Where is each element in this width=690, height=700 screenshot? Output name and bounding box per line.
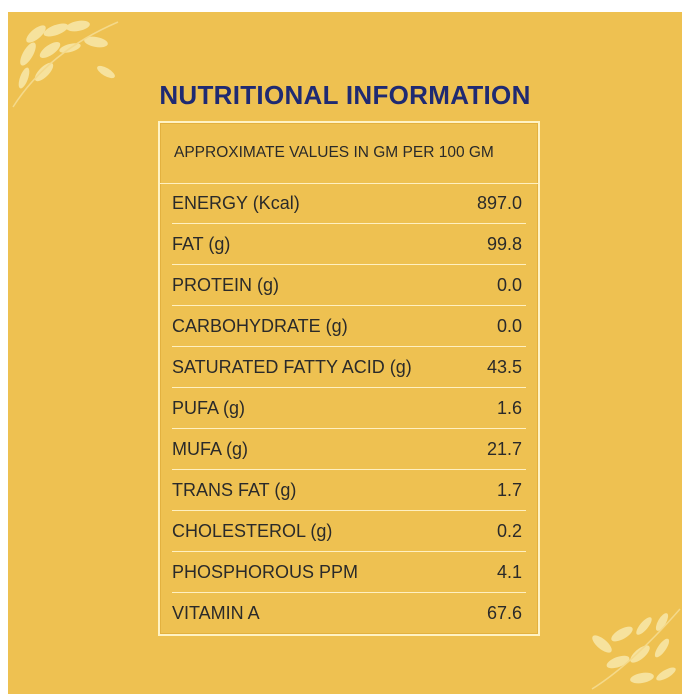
row-value: 0.0: [496, 315, 522, 336]
row-value: 21.7: [486, 438, 522, 459]
row-value: 0.2: [496, 520, 522, 541]
row-label: SATURATED FATTY ACID (g): [172, 356, 412, 377]
table-row: VITAMIN A 67.6: [172, 593, 526, 634]
table-row: MUFA (g) 21.7: [172, 429, 526, 470]
row-label: FAT (g): [172, 233, 231, 254]
row-label: VITAMIN A: [172, 603, 260, 623]
row-value: 897.0: [476, 192, 522, 213]
leaf-decoration-top-left-icon: [12, 20, 119, 108]
row-value: 67.6: [486, 603, 522, 623]
row-label: MUFA (g): [172, 438, 249, 459]
table-row: PUFA (g) 1.6: [172, 388, 526, 429]
row-label: CHOLESTEROL (g): [172, 520, 333, 541]
nutrition-table: APPROXIMATE VALUES IN GM PER 100 GM ENER…: [158, 121, 540, 636]
row-label: PHOSPHOROUS PPM: [172, 561, 359, 582]
table-row: TRANS FAT (g) 1.7: [172, 470, 526, 511]
row-label: PROTEIN (g): [172, 274, 280, 295]
table-row: FAT (g) 99.8: [172, 224, 526, 265]
row-label: CARBOHYDRATE (g): [172, 315, 348, 336]
leaf-decoration-bottom-right-icon: [591, 608, 681, 690]
row-value: 1.7: [496, 479, 522, 500]
nutrition-panel: NUTRITIONAL INFORMATION APPROXIMATE VALU…: [8, 12, 682, 694]
row-value: 43.5: [486, 356, 522, 377]
table-row: ENERGY (Kcal) 897.0: [172, 183, 526, 224]
row-label: PUFA (g): [172, 397, 246, 418]
table-row: CARBOHYDRATE (g) 0.0: [172, 306, 526, 347]
row-value: 0.0: [496, 274, 522, 295]
table-header: APPROXIMATE VALUES IN GM PER 100 GM: [160, 123, 538, 184]
row-label: ENERGY (Kcal): [172, 192, 300, 213]
table-row: CHOLESTEROL (g) 0.2: [172, 511, 526, 552]
table-row: PHOSPHOROUS PPM 4.1: [172, 552, 526, 593]
row-value: 4.1: [496, 561, 522, 582]
row-label: TRANS FAT (g): [172, 479, 297, 500]
table-row: PROTEIN (g) 0.0: [172, 265, 526, 306]
page-title: NUTRITIONAL INFORMATION: [159, 80, 531, 110]
row-value: 99.8: [486, 233, 522, 254]
row-value: 1.6: [496, 397, 522, 418]
table-row: SATURATED FATTY ACID (g) 43.5: [172, 347, 526, 388]
